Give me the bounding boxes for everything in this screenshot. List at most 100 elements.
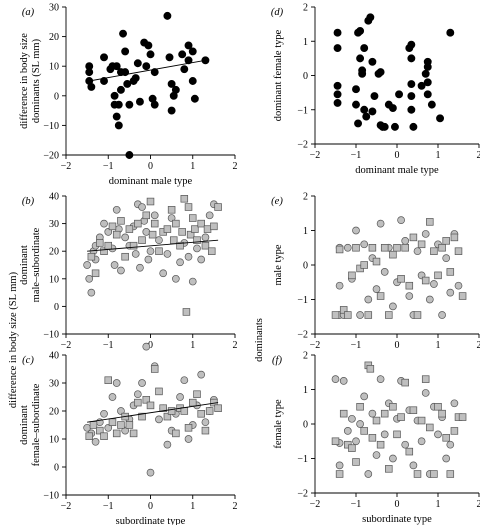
data-point-square	[210, 222, 218, 231]
data-point-circle	[352, 226, 360, 235]
y-tick-label: 0	[303, 71, 308, 82]
data-point-circle	[405, 292, 414, 300]
data-point-square	[91, 269, 100, 278]
data-point-square	[167, 407, 176, 415]
data-point-circle	[372, 285, 381, 293]
data-point-square	[138, 236, 146, 244]
data-point-circle	[188, 277, 197, 286]
data-point-circle	[333, 44, 342, 53]
data-point-square	[189, 214, 197, 222]
data-point-circle	[425, 295, 434, 304]
panel-label: (b)	[22, 196, 35, 207]
data-point-circle	[133, 390, 142, 399]
data-point-square	[376, 440, 385, 449]
shared-ylabel-left: difference in body size (SL mm)	[8, 271, 19, 408]
y-tick-label: −2	[297, 489, 308, 500]
data-point-square	[167, 206, 176, 214]
y-tick-label: 10	[49, 274, 59, 285]
data-point-circle	[360, 392, 369, 401]
data-point-square	[385, 311, 393, 319]
data-point-circle	[112, 379, 121, 387]
data-point-circle	[454, 281, 463, 290]
data-point-square	[376, 292, 385, 300]
regression-line	[87, 239, 219, 252]
data-point-square	[417, 416, 426, 425]
data-point-circle	[380, 268, 389, 276]
data-point-square	[193, 390, 201, 398]
data-point-square	[138, 412, 146, 421]
data-point-circle	[446, 288, 455, 297]
data-point-square	[104, 376, 112, 384]
data-point-circle	[427, 100, 436, 109]
data-point-square	[348, 271, 356, 280]
data-point-square	[446, 470, 455, 478]
y-tick-label: 30	[49, 379, 59, 390]
data-point-circle	[417, 437, 426, 446]
x-tick-label: −1	[351, 150, 362, 161]
data-point-circle	[110, 91, 119, 100]
data-point-square	[450, 233, 459, 242]
data-point-square	[368, 434, 377, 442]
data-point-square	[214, 404, 222, 412]
data-point-square	[405, 281, 414, 290]
data-point-square	[184, 203, 193, 211]
data-point-circle	[205, 211, 214, 220]
data-point-square	[335, 245, 344, 254]
data-point-circle	[163, 440, 172, 449]
data-point-square	[197, 410, 205, 418]
data-point-circle	[360, 44, 369, 53]
data-point-circle	[388, 104, 397, 112]
data-point-circle	[356, 27, 365, 35]
data-point-square	[163, 225, 172, 233]
data-point-square	[150, 219, 159, 228]
data-point-circle	[100, 53, 108, 62]
x-tick-label: 1	[436, 340, 441, 351]
data-point-square	[454, 247, 463, 255]
data-point-circle	[376, 375, 385, 383]
data-point-circle	[413, 247, 422, 256]
y-tick-label: 0	[303, 261, 308, 272]
y-axis-label: male–subordinate	[31, 227, 42, 302]
panel-label: (c)	[22, 355, 34, 366]
data-point-square	[125, 421, 134, 429]
data-point-square	[393, 430, 401, 439]
data-point-square	[155, 247, 163, 255]
data-point-square	[442, 237, 450, 245]
data-point-circle	[188, 47, 197, 56]
data-point-square	[214, 203, 222, 211]
data-point-circle	[352, 100, 360, 109]
data-point-circle	[104, 423, 113, 432]
data-point-square	[380, 244, 389, 252]
data-point-circle	[421, 69, 430, 78]
y-tick-label: −10	[43, 330, 59, 341]
data-point-circle	[136, 263, 144, 272]
data-point-circle	[352, 85, 360, 94]
x-axis-label: subordinate type	[116, 516, 186, 525]
data-point-square	[421, 276, 430, 285]
data-point-square	[401, 244, 409, 252]
data-point-circle	[114, 100, 123, 109]
data-point-square	[331, 437, 340, 446]
data-point-circle	[366, 13, 375, 22]
data-point-square	[426, 218, 434, 226]
data-point-square	[108, 418, 117, 426]
data-point-circle	[114, 121, 123, 130]
data-point-circle	[176, 393, 184, 401]
y-tick-label: 20	[49, 247, 59, 258]
data-point-circle	[430, 280, 438, 288]
x-tick-label: 2	[233, 340, 238, 351]
y-axis-label: female type	[273, 399, 284, 449]
data-point-circle	[409, 461, 418, 470]
y-tick-label: 0	[303, 420, 308, 431]
data-point-square	[96, 426, 104, 435]
data-point-square	[146, 197, 155, 206]
y-axis-label: dominants (SL mm)	[31, 38, 42, 123]
data-point-circle	[91, 437, 100, 446]
data-point-circle	[343, 243, 352, 252]
data-point-circle	[360, 240, 369, 249]
data-point-circle	[352, 437, 360, 446]
data-point-square	[446, 268, 455, 276]
data-point-square	[201, 241, 210, 250]
